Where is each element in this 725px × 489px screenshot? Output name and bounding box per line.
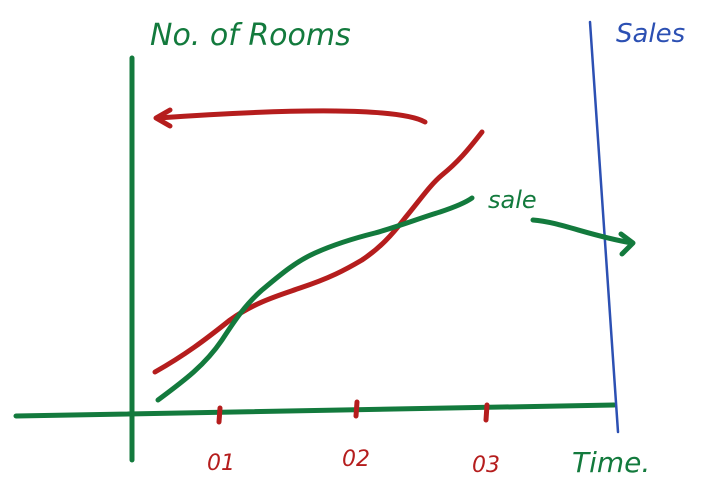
tick-label: 01 <box>207 451 235 476</box>
sales-curve <box>155 195 475 403</box>
tick <box>353 399 360 419</box>
x-axis <box>13 402 617 419</box>
left-axis-label: No. of Rooms <box>150 18 351 53</box>
tick-label: 02 <box>342 447 370 472</box>
x-axis-label: Time. <box>572 446 650 479</box>
arrowhead <box>153 107 173 129</box>
right-axis-label: Sales <box>616 19 685 49</box>
tick <box>216 405 223 425</box>
right-axis <box>588 20 620 434</box>
tick-label: 03 <box>472 453 500 478</box>
tick <box>483 402 490 423</box>
rooms-curve <box>152 129 485 375</box>
right-arrow <box>530 217 635 246</box>
curve-label: sale <box>488 186 537 214</box>
arrowhead <box>618 231 636 257</box>
left-arrow <box>155 108 428 125</box>
